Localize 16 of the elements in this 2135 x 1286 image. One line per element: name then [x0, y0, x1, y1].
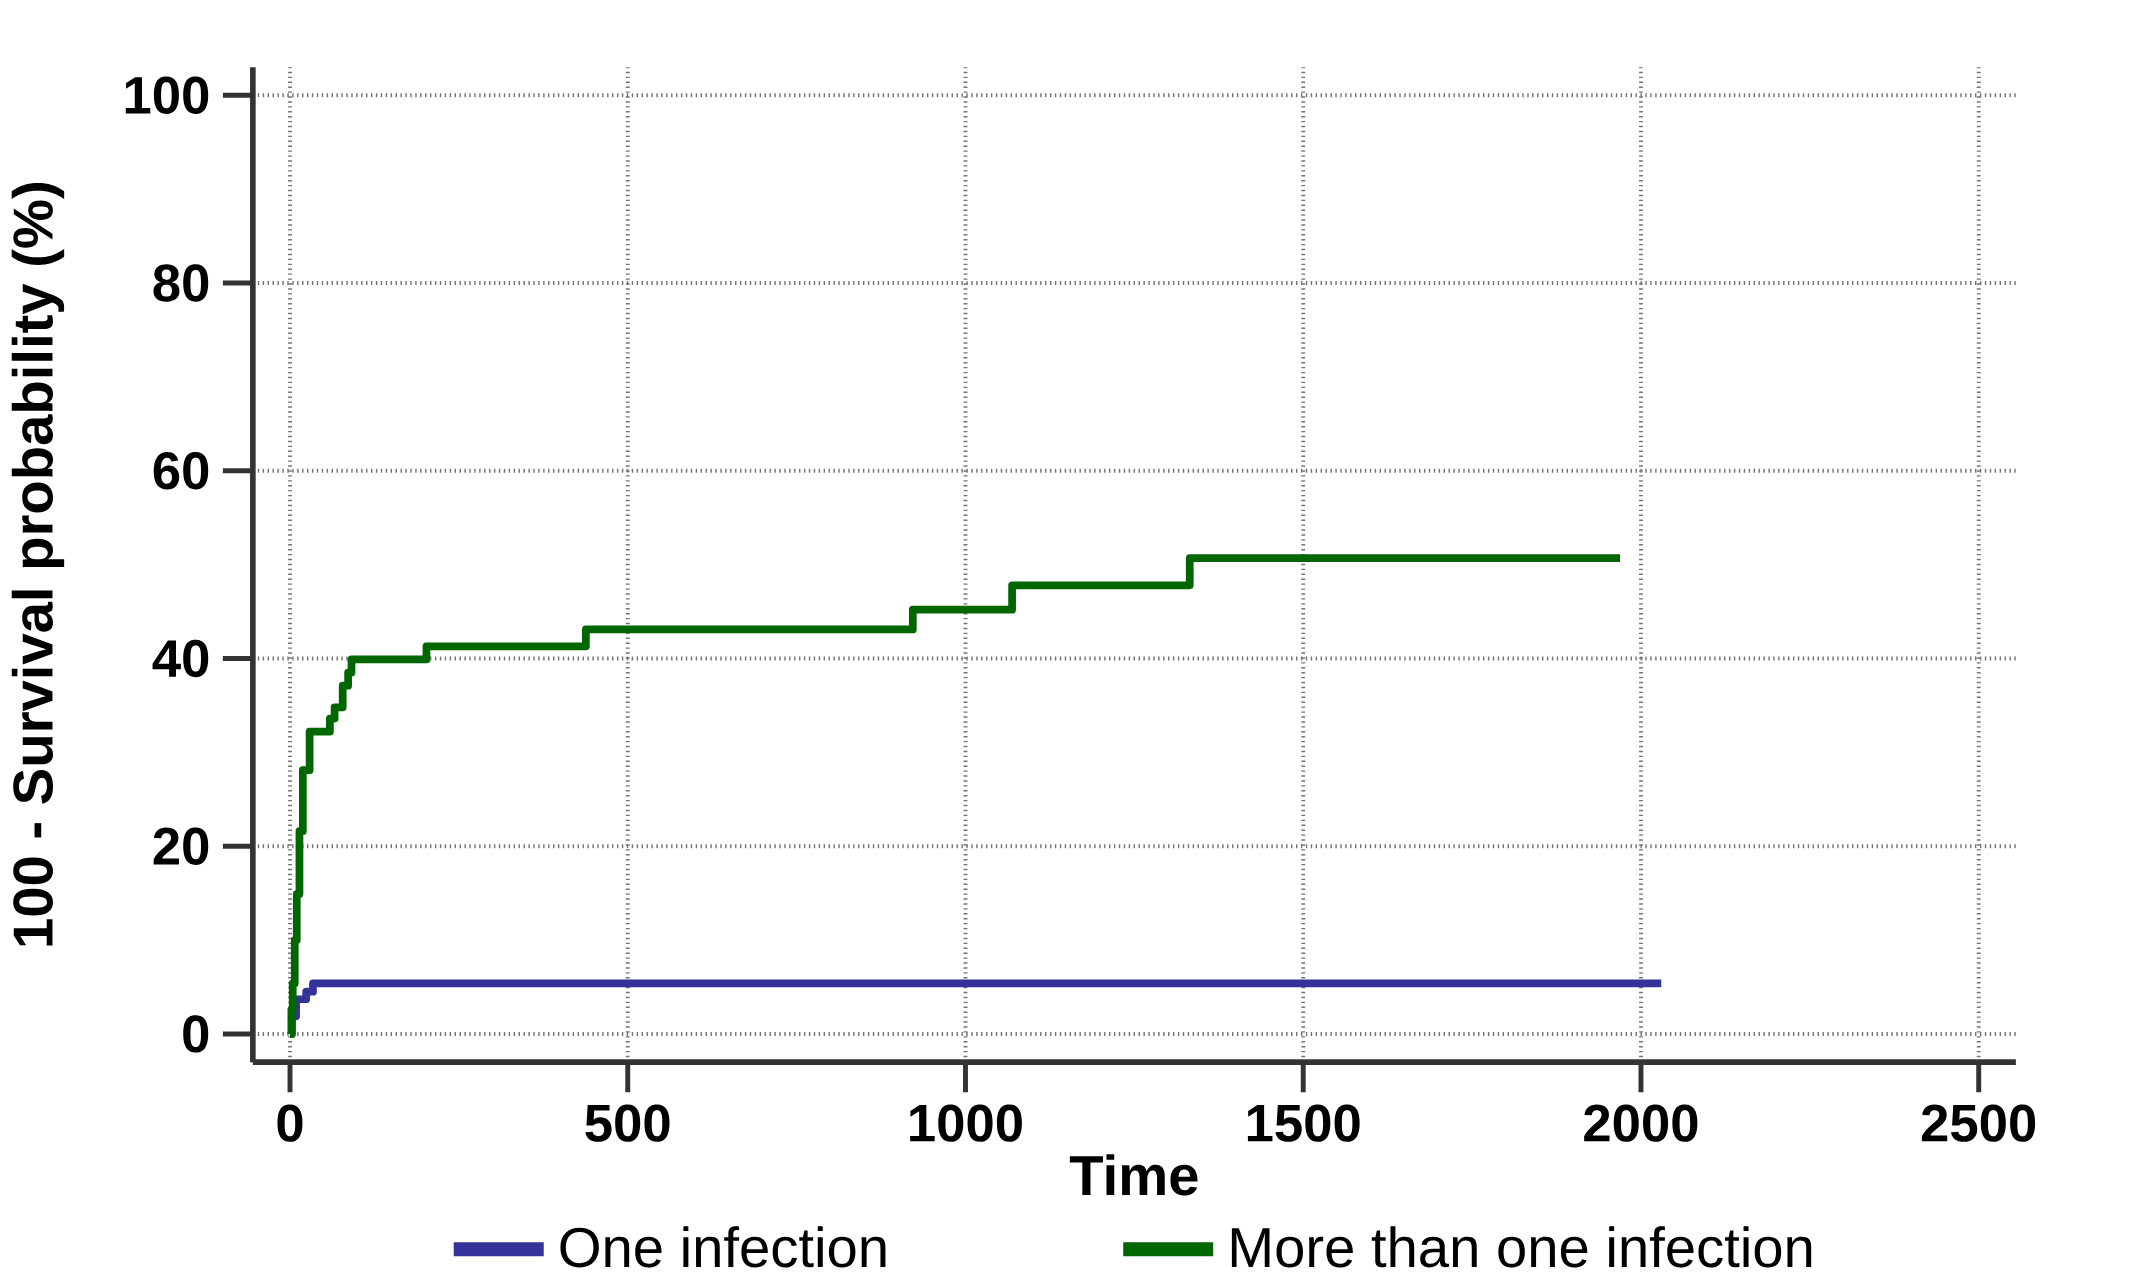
- y-tick-label: 0: [183, 1015, 209, 1053]
- legend-label: One infection: [560, 1226, 886, 1268]
- y-axis-title: 100 - Survival probability (%): [11, 182, 65, 946]
- x-tick-label: 2500: [1921, 1104, 2036, 1142]
- y-tick-label: 60: [153, 451, 209, 490]
- x-tick-label: 500: [585, 1104, 670, 1142]
- y-tick-label: 80: [153, 264, 209, 302]
- x-tick-label: 2000: [1584, 1104, 1698, 1142]
- y-tick-label: 40: [152, 639, 209, 678]
- x-tick-label: 0: [277, 1104, 303, 1142]
- y-tick-label: 20: [153, 827, 209, 865]
- x-tick-label: 1000: [910, 1104, 1022, 1142]
- legend-label: More than one infection: [1231, 1226, 1812, 1268]
- y-tick-label: 100: [125, 76, 209, 114]
- x-axis-title: Time: [1069, 1154, 1198, 1196]
- x-tick-label: 1500: [1247, 1104, 1360, 1142]
